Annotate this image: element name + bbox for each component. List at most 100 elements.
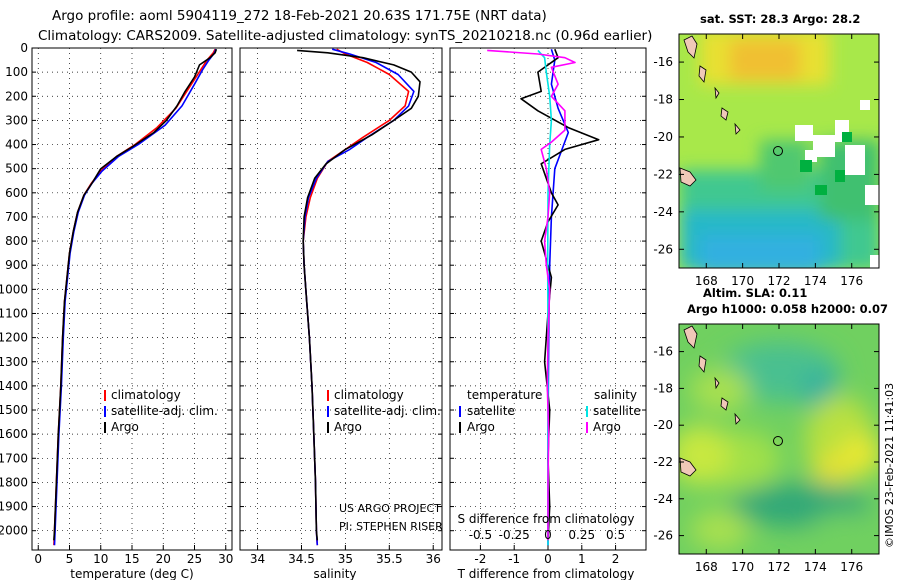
x-tick-label: 36 [426, 552, 441, 566]
legend-swatch-argo [104, 422, 106, 433]
x-tick-label: 30 [218, 552, 233, 566]
map-x-tick-label: 174 [804, 560, 827, 574]
temperature-x-label: temperature (deg C) [70, 567, 193, 580]
map-y-tick-label: -18 [653, 93, 673, 107]
s-diff-tick-label: -0.5 [469, 528, 492, 542]
series-line-salinity-argo [487, 49, 576, 541]
legend-label-sal-satellite: satellite [593, 404, 641, 418]
x-tick-label: 35.5 [376, 552, 403, 566]
map-x-tick-label: 176 [840, 274, 863, 288]
y-tick-label: 1300 [0, 355, 28, 369]
salinity-grid [240, 47, 442, 550]
sla-map-field [679, 324, 879, 554]
sst-map-title: sat. SST: 28.3 Argo: 28.2 [700, 12, 860, 26]
y-tick-label: 1600 [0, 427, 28, 441]
x-tick-label: -2 [474, 552, 486, 566]
y-tick-label: 200 [5, 89, 28, 103]
y-tick-label: 0 [20, 41, 28, 55]
sst-map-ticks: 168 170 172 174 176 -16 -18 -20 -22 -24 -26 [653, 34, 879, 288]
legend-swatch-satellite [104, 406, 106, 417]
temperature-grid [32, 47, 232, 550]
legend-swatch-climatology [104, 390, 106, 401]
difference-panel: -2 -1 0 1 2 -0.5 -0.25 0 0.25 0.5 T difference f… [449, 47, 647, 580]
s-diff-tick-label: -0.25 [499, 528, 530, 542]
legend-swatch-climatology [327, 390, 329, 401]
difference-legend: temperature salinity satellite Argo sate… [459, 388, 641, 434]
sla-map-title: Altim. SLA: 0.11 [703, 286, 807, 300]
legend-header-temperature: temperature [467, 388, 542, 402]
y-tick-label: 1700 [0, 451, 28, 465]
argo-position-marker [773, 146, 783, 156]
salinity-x-label: salinity [313, 567, 356, 580]
y-tick-label: 700 [5, 210, 28, 224]
legend-label-satellite: satellite-adj. clim. [334, 404, 441, 418]
legend-label-temp-satellite: satellite [467, 404, 515, 418]
map-x-tick-label: 176 [840, 560, 863, 574]
sst-map-field [679, 34, 879, 268]
legend-swatch-argo [327, 422, 329, 433]
legend-swatch-sal-argo [586, 422, 588, 433]
header-line-1: Argo profile: aoml 5904119_272 18-Feb-20… [52, 8, 547, 24]
y-tick-label: 1200 [0, 331, 28, 345]
y-tick-label: 2000 [0, 524, 28, 538]
difference-lines [487, 48, 600, 546]
map-x-tick-label: 170 [731, 560, 754, 574]
salinity-panel: 34 34.5 35 35.5 36 salinity climatology sate… [239, 47, 443, 580]
series-line-argo [297, 49, 421, 541]
y-tick-label: 1800 [0, 475, 28, 489]
map-x-tick-label: 172 [768, 560, 791, 574]
legend-swatch-sal-satellite [586, 406, 588, 417]
map-y-tick-label: -16 [653, 345, 673, 359]
map-x-tick-label: 168 [695, 560, 718, 574]
y-tick-label: 900 [5, 258, 28, 272]
s-diff-tick-label: 0.25 [568, 528, 595, 542]
salinity-x-ticks: 34 34.5 35 35.5 36 [250, 552, 441, 566]
map-y-tick-label: -26 [653, 529, 673, 543]
y-tick-label: 1500 [0, 403, 28, 417]
map-y-tick-label: -22 [653, 167, 673, 181]
temperature-lines [53, 48, 218, 546]
series-line-salinity-satellite [537, 49, 553, 546]
y-tick-label: 1400 [0, 379, 28, 393]
legend-swatch-satellite [327, 406, 329, 417]
legend-label-argo: Argo [334, 420, 362, 434]
sla-map-subtitle: Argo h1000: 0.058 h2000: 0.07 [687, 302, 888, 316]
map-x-tick-label: 168 [695, 274, 718, 288]
x-tick-label: 20 [156, 552, 171, 566]
sla-map: 168 170 172 174 176 -16 -18 -20 -22 -24 -26 [653, 323, 880, 574]
s-diff-tick-label: 0 [544, 528, 552, 542]
temperature-x-ticks: 0 5 10 15 20 25 30 [34, 552, 233, 566]
legend-label-temp-argo: Argo [467, 420, 495, 434]
x-tick-label: 15 [124, 552, 139, 566]
difference-x-ticks: -2 -1 0 1 2 [474, 552, 619, 566]
s-difference-label: S difference from climatology [458, 512, 635, 526]
map-y-tick-label: -20 [653, 418, 673, 432]
x-tick-label: 10 [93, 552, 108, 566]
x-tick-label: -1 [508, 552, 520, 566]
y-tick-label: 1900 [0, 500, 28, 514]
pi-credit: PI: STEPHEN RISER [339, 520, 443, 533]
temperature-panel: 0 5 10 15 20 25 30 0 100 200 300 400 500 600 700 800 90… [0, 41, 233, 580]
difference-salinity-ticks: -0.5 -0.25 0 0.25 0.5 [469, 528, 625, 542]
map-x-tick-label: 174 [804, 274, 827, 288]
imos-credit: ©IMOS 23-Feb-2021 11:41:03 [883, 383, 896, 548]
sla-map-ticks: 168 170 172 174 176 -16 -18 -20 -22 -24 -26 [653, 324, 879, 574]
y-tick-label: 1100 [0, 306, 28, 320]
t-difference-x-label: T difference from climatology [457, 567, 635, 580]
map-y-tick-label: -24 [653, 205, 673, 219]
x-tick-label: 5 [66, 552, 74, 566]
map-y-tick-label: -18 [653, 381, 673, 395]
map-y-tick-label: -26 [653, 242, 673, 256]
salinity-lines [297, 48, 421, 546]
legend-swatch-temp-argo [459, 422, 461, 433]
legend-label-argo: Argo [111, 420, 139, 434]
map-y-tick-label: -16 [653, 55, 673, 69]
header-line-2: Climatology: CARS2009. Satellite-adjuste… [38, 28, 652, 44]
y-tick-label: 100 [5, 65, 28, 79]
map-x-tick-label: 172 [768, 274, 791, 288]
x-tick-label: 1 [578, 552, 586, 566]
x-tick-label: 35 [338, 552, 353, 566]
x-tick-label: 34 [250, 552, 265, 566]
y-tick-label: 1000 [0, 282, 28, 296]
